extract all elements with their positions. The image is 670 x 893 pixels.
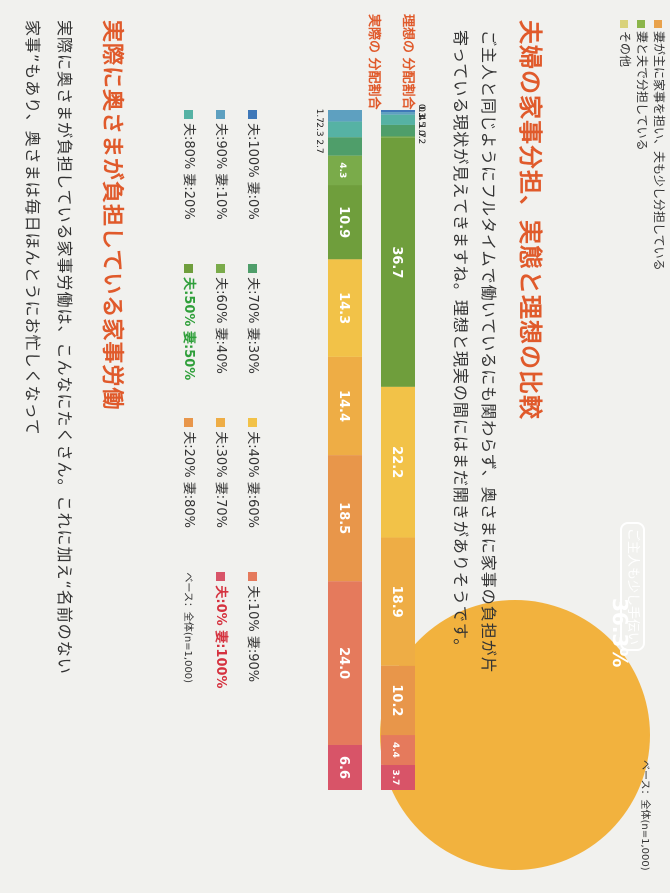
bar-label-ideal-4: 0.2 bbox=[416, 130, 426, 144]
bar-label-actual-4: 4.3 bbox=[337, 162, 347, 178]
legend-swatch-0 bbox=[248, 110, 257, 119]
bar-label-actual-5: 10.9 bbox=[336, 206, 351, 238]
bar-segment-ideal-8 bbox=[381, 665, 415, 736]
legend-row: 夫:80% 妻:20% 夫:50% 妻:50% 夫:20% 妻:80% ベース：… bbox=[171, 110, 204, 722]
bar-segment-actual-7 bbox=[328, 356, 362, 456]
bottom-line-1: 実際に奥さまが負担している家事労働は、こんなにたくさん。これに加え“名前のない bbox=[55, 20, 74, 675]
legend-item: 夫:40% 妻:60% bbox=[236, 418, 268, 568]
legend-item: 夫:80% 妻:20% bbox=[172, 110, 204, 260]
bar-label-ideal-5: 36.7 bbox=[389, 246, 404, 278]
legend-item: 夫:90% 妻:10% bbox=[204, 110, 236, 260]
legend-item: 夫:10% 妻:90% bbox=[236, 572, 268, 722]
bar-label-ideal-0: 0.3 bbox=[416, 104, 426, 118]
bar-label-actual-10: 6.6 bbox=[336, 756, 351, 779]
bar-segment-ideal-6 bbox=[381, 386, 415, 538]
legend-item: 夫:30% 妻:70% bbox=[204, 418, 236, 568]
bottom-line-2: 家事”もあり、奥さまは毎日ほんとうにお忙しくなって bbox=[23, 20, 42, 436]
legend-swatch-3 bbox=[248, 264, 257, 274]
bar-label-actual-1: 1.7 bbox=[314, 109, 324, 123]
bar-label-ideal-7: 18.9 bbox=[389, 586, 404, 618]
bar-segment-actual-6 bbox=[328, 259, 362, 357]
legend-item: 夫:50% 妻:50% bbox=[172, 264, 204, 414]
legend-item: 夫:0% 妻:100% bbox=[204, 572, 236, 722]
legend-swatch-9 bbox=[248, 572, 257, 582]
legend-row: 夫:100% 妻:0% 夫:70% 妻:30% 夫:40% 妻:60% 夫:10… bbox=[236, 110, 268, 722]
bar-segment-ideal-3 bbox=[381, 124, 415, 137]
bar-label-actual-7: 14.4 bbox=[336, 390, 351, 422]
legend-swatch-7 bbox=[216, 418, 225, 428]
bar-label-ideal-1: 0.4 bbox=[416, 106, 426, 121]
bar-label-actual-6: 14.3 bbox=[336, 292, 351, 324]
bar-segment-ideal-1 bbox=[381, 112, 415, 115]
bar-segment-ideal-7 bbox=[381, 537, 415, 666]
bar-label-ideal-6: 22.2 bbox=[389, 446, 404, 478]
legend-swatch-2 bbox=[184, 110, 193, 119]
legend: 夫:100% 妻:0% 夫:70% 妻:30% 夫:40% 妻:60% 夫:10… bbox=[171, 110, 268, 722]
bar-label-actual-3: 2.7 bbox=[314, 139, 324, 153]
bar-label-ideal-2: 1.5 bbox=[416, 113, 426, 127]
legend-item: 夫:20% 妻:80% bbox=[172, 418, 204, 568]
bar-segment-actual-10 bbox=[328, 744, 362, 790]
legend-swatch-1 bbox=[216, 110, 225, 119]
bar-segment-ideal-9 bbox=[381, 735, 415, 765]
bar-segment-ideal-2 bbox=[381, 114, 415, 125]
bar-segment-ideal-0 bbox=[381, 110, 415, 113]
bar-segment-actual-9 bbox=[328, 581, 362, 745]
legend-swatch-8 bbox=[184, 418, 193, 428]
base-note: ベース：全体(n=1,000) bbox=[182, 572, 193, 684]
bar-label-actual-9: 24.0 bbox=[336, 647, 351, 679]
bar-segment-ideal-4 bbox=[381, 136, 415, 138]
bar-segment-actual-4 bbox=[328, 155, 362, 186]
bar-label-ideal-9: 4.4 bbox=[390, 742, 400, 758]
legend-item: 夫:100% 妻:0% bbox=[236, 110, 268, 260]
bar-label-ideal-10: 3.7 bbox=[390, 769, 400, 785]
bar-segment-actual-1 bbox=[328, 110, 362, 122]
legend-swatch-4 bbox=[216, 264, 225, 274]
bar-label-actual-8: 18.5 bbox=[336, 502, 351, 534]
bar-segment-actual-5 bbox=[328, 185, 362, 260]
section-subtitle: 実際に奥さまが負担している家事労働 bbox=[99, 20, 124, 411]
bar-segment-actual-2 bbox=[328, 121, 362, 138]
bar-segment-ideal-10 bbox=[381, 764, 415, 790]
legend-swatch-10 bbox=[216, 572, 225, 582]
legend-row: 夫:90% 妻:10% 夫:60% 妻:40% 夫:30% 妻:70% 夫:0%… bbox=[204, 110, 236, 722]
legend-swatch-5 bbox=[184, 264, 193, 274]
legend-item: 夫:60% 妻:40% bbox=[204, 264, 236, 414]
bar-segment-actual-3 bbox=[328, 137, 362, 156]
bar-label-actual-2: 2.3 bbox=[314, 122, 324, 136]
bar-label-ideal-8: 10.2 bbox=[389, 684, 404, 716]
bar-segment-actual-8 bbox=[328, 455, 362, 582]
bar-label-ideal-3: 1.7 bbox=[416, 124, 426, 138]
legend-swatch-6 bbox=[248, 418, 257, 428]
bar-segment-ideal-5 bbox=[381, 137, 415, 387]
legend-item: 夫:70% 妻:30% bbox=[236, 264, 268, 414]
